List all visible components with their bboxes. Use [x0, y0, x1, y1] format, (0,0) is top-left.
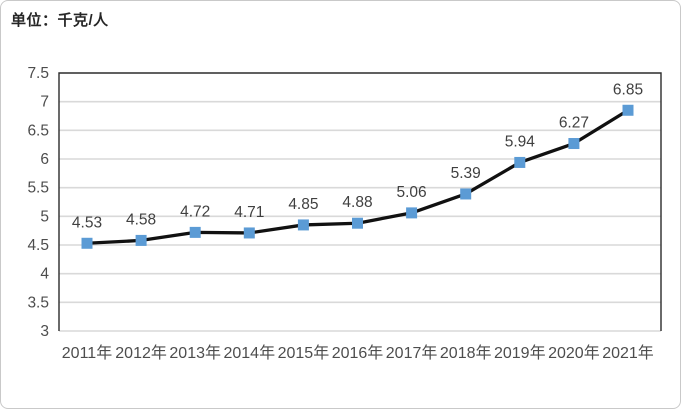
x-axis-tick-label: 2012年 — [115, 344, 167, 362]
x-axis-tick-label: 2015年 — [278, 344, 330, 362]
data-point-marker — [568, 138, 580, 150]
data-point-marker — [189, 226, 201, 238]
data-point-marker — [622, 104, 634, 116]
data-point-label: 4.88 — [342, 194, 372, 211]
y-axis-tick-label: 5 — [40, 208, 49, 225]
data-point-marker — [460, 188, 472, 200]
y-axis-tick-label: 6.5 — [27, 122, 49, 139]
y-axis-tick-label: 3 — [40, 323, 49, 340]
y-axis-tick-label: 3.5 — [27, 294, 49, 311]
x-axis-tick-label: 2013年 — [169, 344, 221, 362]
data-point-label: 5.39 — [451, 165, 481, 182]
data-point-label: 4.53 — [72, 214, 102, 231]
data-point-label: 6.85 — [613, 81, 643, 98]
data-point-label: 4.72 — [180, 203, 210, 220]
data-point-marker — [135, 234, 147, 246]
x-axis-tick-label: 2021年 — [602, 344, 654, 362]
data-point-marker — [406, 207, 418, 219]
x-axis-tick-label: 2014年 — [223, 344, 275, 362]
data-point-marker — [352, 217, 363, 229]
data-point-marker — [81, 237, 93, 249]
data-point-marker — [243, 227, 255, 239]
x-axis-tick-label: 2011年 — [62, 344, 112, 362]
x-axis-tick-label: 2018年 — [440, 344, 492, 362]
plot-border — [58, 72, 662, 331]
x-axis-tick-label: 2016年 — [332, 344, 384, 362]
y-axis-tick-label: 7.5 — [27, 65, 49, 82]
y-axis-tick-label: 7 — [40, 94, 49, 111]
data-point-label: 4.85 — [288, 196, 318, 213]
x-axis-tick-label: 2020年 — [548, 344, 600, 362]
data-point-label: 6.27 — [559, 115, 589, 132]
data-point-label: 4.71 — [234, 204, 264, 221]
y-axis-tick-label: 5.5 — [27, 180, 49, 197]
data-point-label: 5.94 — [505, 133, 536, 150]
x-axis-tick-label: 2017年 — [386, 344, 438, 362]
data-point-label: 5.06 — [397, 184, 427, 201]
y-axis-tick-label: 4 — [40, 266, 49, 283]
data-point-marker — [514, 156, 526, 168]
data-point-label: 4.58 — [126, 211, 156, 228]
y-axis-tick-label: 4.5 — [27, 237, 49, 254]
data-point-marker — [297, 219, 309, 231]
y-axis-tick-label: 6 — [40, 151, 49, 168]
unit-label: 单位：千克/人 — [11, 12, 109, 29]
x-axis-tick-label: 2019年 — [494, 344, 546, 362]
